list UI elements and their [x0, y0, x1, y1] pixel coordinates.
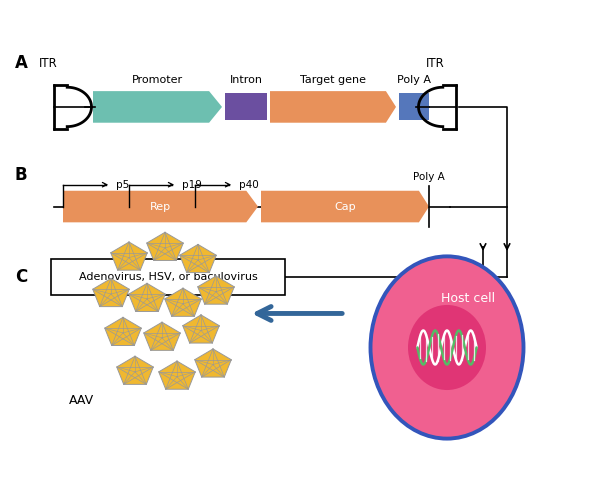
Text: Promoter: Promoter	[132, 75, 183, 86]
Polygon shape	[147, 232, 183, 260]
FancyBboxPatch shape	[399, 93, 429, 121]
Text: Cap: Cap	[334, 202, 356, 211]
Text: Poly A: Poly A	[413, 172, 445, 182]
Polygon shape	[183, 315, 219, 343]
Polygon shape	[198, 276, 234, 304]
Polygon shape	[159, 361, 195, 389]
Text: Host cell: Host cell	[442, 292, 496, 305]
Text: A: A	[15, 54, 28, 72]
Text: p19: p19	[182, 180, 202, 190]
Polygon shape	[129, 283, 165, 312]
FancyBboxPatch shape	[225, 93, 267, 121]
Text: Intron: Intron	[230, 75, 263, 86]
Ellipse shape	[408, 305, 486, 390]
Polygon shape	[165, 288, 201, 316]
Text: Target gene: Target gene	[300, 75, 366, 86]
Polygon shape	[180, 244, 216, 273]
Ellipse shape	[371, 257, 523, 439]
Text: Rep: Rep	[150, 202, 171, 211]
Text: p5: p5	[116, 180, 129, 190]
Text: Poly A: Poly A	[397, 75, 431, 86]
FancyBboxPatch shape	[51, 259, 285, 295]
Polygon shape	[144, 322, 180, 350]
Polygon shape	[195, 349, 231, 377]
Polygon shape	[93, 91, 222, 122]
Text: AAV: AAV	[68, 394, 94, 407]
Polygon shape	[261, 191, 429, 223]
Text: Adenovirus, HSV, or baculovirus: Adenovirus, HSV, or baculovirus	[79, 272, 257, 282]
Polygon shape	[93, 278, 129, 307]
Text: B: B	[15, 166, 28, 184]
Polygon shape	[111, 242, 147, 270]
Text: ITR: ITR	[426, 57, 445, 69]
Polygon shape	[117, 356, 153, 384]
Polygon shape	[105, 317, 141, 346]
Text: ITR: ITR	[39, 57, 58, 69]
Polygon shape	[270, 91, 396, 122]
Text: C: C	[15, 268, 27, 286]
Text: p40: p40	[239, 180, 259, 190]
Polygon shape	[63, 191, 258, 223]
